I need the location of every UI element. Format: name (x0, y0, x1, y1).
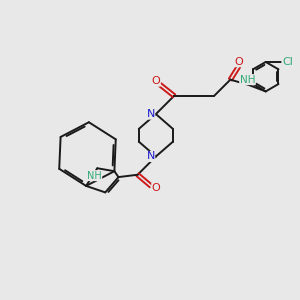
Text: Cl: Cl (282, 57, 293, 67)
Text: O: O (152, 76, 160, 86)
Text: N: N (146, 152, 155, 161)
Text: O: O (152, 183, 161, 193)
Text: N: N (146, 109, 155, 119)
Text: NH: NH (87, 171, 102, 181)
Text: NH: NH (240, 75, 255, 85)
Text: O: O (234, 57, 243, 67)
